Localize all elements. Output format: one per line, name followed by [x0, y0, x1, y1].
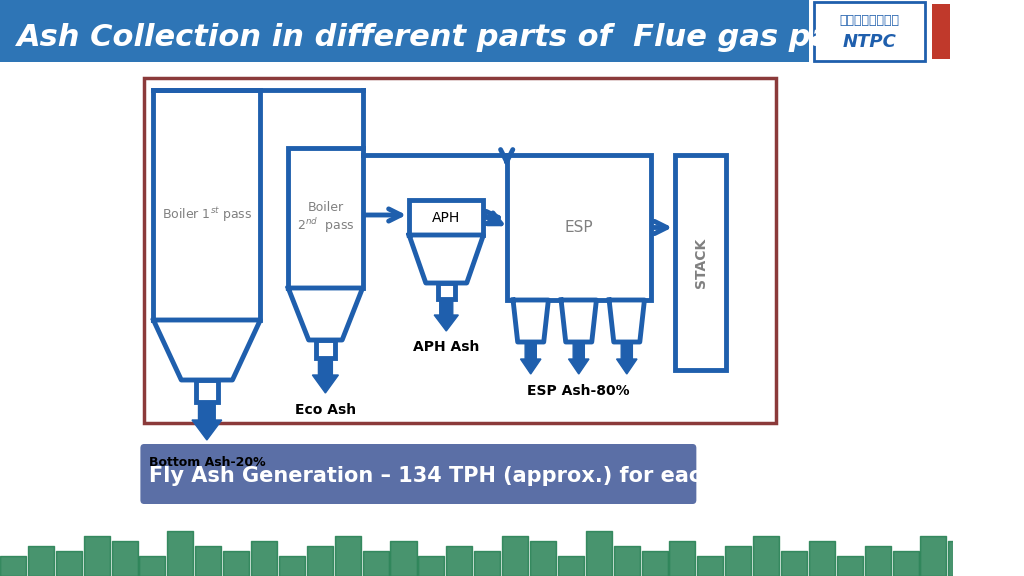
Bar	[675, 155, 726, 370]
Polygon shape	[154, 320, 260, 380]
Text: APH Ash: APH Ash	[413, 340, 479, 354]
Polygon shape	[312, 358, 338, 393]
Polygon shape	[288, 288, 362, 340]
Bar	[409, 200, 483, 235]
Bar	[507, 155, 651, 300]
Bar	[196, 380, 218, 402]
Text: एनटीपीसी: एनटीपीसी	[840, 13, 899, 26]
Polygon shape	[513, 300, 549, 342]
Text: ESP: ESP	[564, 220, 593, 235]
Polygon shape	[561, 300, 596, 342]
Polygon shape	[616, 342, 637, 374]
Polygon shape	[409, 235, 483, 283]
FancyBboxPatch shape	[140, 444, 696, 504]
FancyBboxPatch shape	[144, 78, 776, 423]
Text: Boiler
2$^{nd}$  pass: Boiler 2$^{nd}$ pass	[297, 200, 354, 236]
Text: NTPC: NTPC	[843, 33, 896, 51]
Text: Boiler 1$^{st}$ pass: Boiler 1$^{st}$ pass	[162, 206, 252, 224]
Polygon shape	[434, 299, 459, 331]
Bar	[438, 283, 455, 299]
Text: Bottom Ash-20%: Bottom Ash-20%	[148, 456, 265, 469]
FancyBboxPatch shape	[932, 4, 950, 59]
Text: STACK: STACK	[693, 237, 708, 287]
Text: ESP Ash-80%: ESP Ash-80%	[527, 384, 630, 398]
Bar	[288, 148, 362, 288]
Text: Fly Ash Generation – 134 TPH (approx.) for each 500MW unit: Fly Ash Generation – 134 TPH (approx.) f…	[148, 466, 864, 486]
Text: Ash Collection in different parts of  Flue gas path: Ash Collection in different parts of Flu…	[16, 24, 868, 52]
Bar	[154, 90, 260, 320]
Polygon shape	[609, 300, 644, 342]
Bar	[316, 340, 335, 358]
Polygon shape	[191, 402, 222, 440]
Text: APH: APH	[432, 210, 461, 225]
Polygon shape	[568, 342, 589, 374]
FancyBboxPatch shape	[814, 2, 925, 61]
Text: Eco Ash: Eco Ash	[295, 403, 356, 417]
Polygon shape	[520, 342, 541, 374]
FancyBboxPatch shape	[0, 0, 809, 62]
